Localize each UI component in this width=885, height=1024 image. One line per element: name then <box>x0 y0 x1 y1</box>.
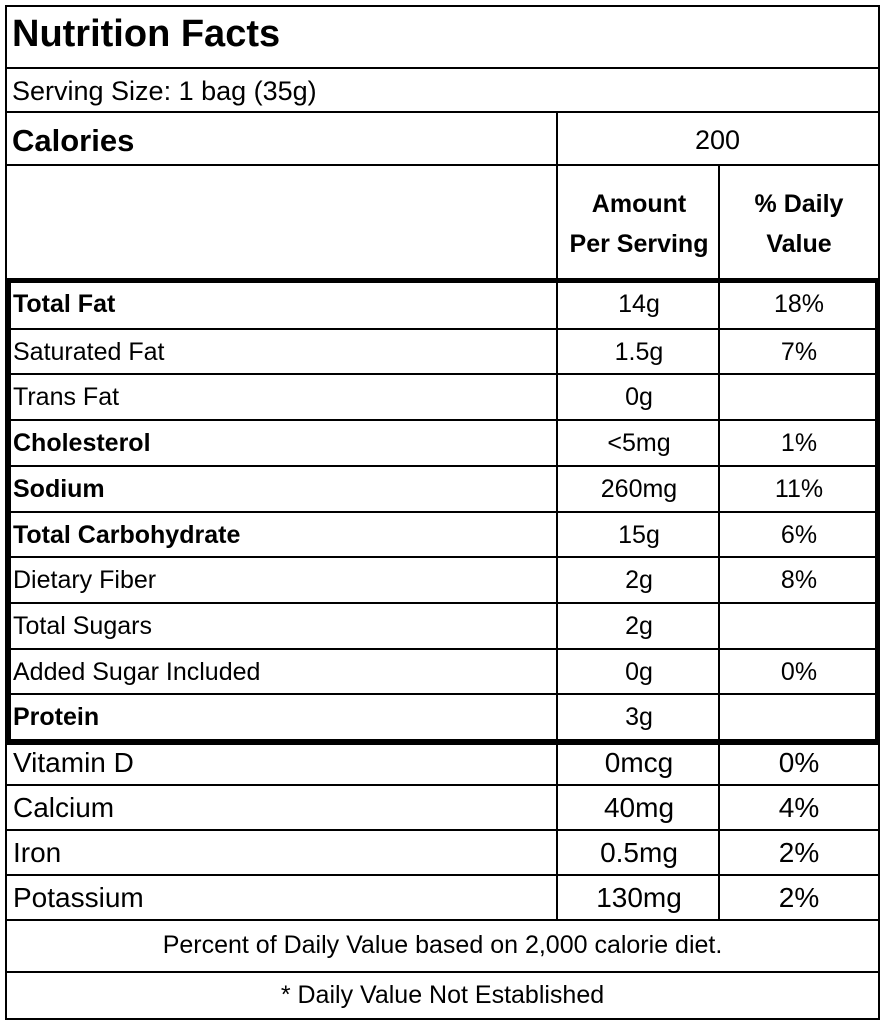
nutrient-name: Calcium <box>13 792 115 823</box>
nutrient-name: Iron <box>13 837 62 868</box>
nutrient-daily-value: 6% <box>780 520 818 549</box>
nutrient-box-border <box>7 278 880 745</box>
calories-divider <box>556 113 558 166</box>
nutrient-name: Cholesterol <box>13 429 151 458</box>
nutrient-amount: 40mg <box>603 792 675 823</box>
nutrient-row: Protein 3g <box>7 693 878 739</box>
footnote-daily-value-text: Percent of Daily Value based on 2,000 ca… <box>162 931 723 959</box>
nutrient-amount: 1.5g <box>614 337 664 366</box>
calories-value: 200 <box>694 125 741 155</box>
nutrient-name: Protein <box>13 703 100 732</box>
nutrient-daily-value: 8% <box>780 566 818 595</box>
amount-header-line1: Amount <box>591 190 687 218</box>
nutrient-name: Total Carbohydrate <box>13 520 241 549</box>
nutrient-row: Trans Fat 0g <box>7 373 878 419</box>
nutrient-amount: 3g <box>625 703 653 732</box>
nutrient-daily-value: 4% <box>778 792 820 823</box>
serving-size: Serving Size: 1 bag (35g) <box>12 76 317 106</box>
nutrient-row: Added Sugar Included 0g 0% <box>7 647 878 694</box>
nutrient-amount: 0g <box>625 383 653 412</box>
nutrition-label: Nutrition Facts Serving Size: 1 bag (35g… <box>5 5 880 1020</box>
nutrient-name: Sodium <box>13 474 105 503</box>
nutrient-amount: 0.5mg <box>600 837 678 868</box>
nutrient-amount: 2g <box>625 566 653 595</box>
amount-column-divider <box>556 166 558 921</box>
nutrient-amount: <5mg <box>607 429 671 458</box>
nutrient-amount: 0g <box>625 657 653 686</box>
dv-column-divider <box>718 166 720 921</box>
amount-per-serving-header: Amount Per Serving <box>558 184 720 264</box>
dv-header-line2: Value <box>766 230 832 258</box>
nutrient-daily-value: 18% <box>773 290 825 318</box>
nutrient-name: Total Fat <box>13 290 116 318</box>
dv-header-line1: % Daily <box>754 190 844 218</box>
calories-row: Calories 200 <box>7 113 878 166</box>
amount-header-line2: Per Serving <box>569 230 709 258</box>
nutrient-name: Potassium <box>13 882 144 913</box>
vitamin-row: Vitamin D 0mcg 0% <box>7 739 878 784</box>
nutrient-amount: 260mg <box>600 474 678 503</box>
nutrient-name: Trans Fat <box>13 383 120 412</box>
vitamin-row: Calcium 40mg 4% <box>7 784 878 829</box>
label-title: Nutrition Facts <box>12 13 281 55</box>
nutrient-amount: 130mg <box>596 882 682 913</box>
nutrient-daily-value: 2% <box>778 837 820 868</box>
nutrient-row: Dietary Fiber 2g 8% <box>7 556 878 602</box>
nutrient-row: Cholesterol <5mg 1% <box>7 419 878 465</box>
nutrient-amount: 14g <box>618 290 660 318</box>
nutrient-daily-value: 0% <box>780 657 818 686</box>
nutrient-row: Total Carbohydrate 15g 6% <box>7 510 878 557</box>
nutrient-daily-value: 0% <box>778 747 820 778</box>
nutrient-amount: 0mcg <box>604 747 674 778</box>
footnote-not-established-text: * Daily Value Not Established <box>280 981 605 1009</box>
nutrient-name: Saturated Fat <box>13 337 165 366</box>
footnote-not-established: * Daily Value Not Established <box>7 971 878 1018</box>
nutrient-daily-value: 7% <box>780 337 818 366</box>
nutrient-amount: 2g <box>625 611 653 640</box>
nutrient-name: Total Sugars <box>13 611 152 640</box>
daily-value-header: % Daily Value <box>720 184 878 264</box>
nutrient-row: Sodium 260mg 11% <box>7 464 878 511</box>
nutrient-daily-value: 1% <box>780 429 818 458</box>
nutrient-name: Added Sugar Included <box>13 657 261 686</box>
nutrient-daily-value: 2% <box>778 882 820 913</box>
calories-label: Calories <box>12 123 135 158</box>
nutrient-amount: 15g <box>618 520 660 549</box>
footnote-daily-value: Percent of Daily Value based on 2,000 ca… <box>7 919 878 971</box>
serving-size-row: Serving Size: 1 bag (35g) <box>7 69 878 113</box>
nutrient-name: Vitamin D <box>13 747 134 778</box>
nutrient-row: Total Fat 14g 18% <box>7 282 878 328</box>
title-row: Nutrition Facts <box>7 7 878 69</box>
nutrient-name: Dietary Fiber <box>13 566 157 595</box>
nutrient-row: Total Sugars 2g <box>7 601 878 648</box>
nutrient-daily-value: 11% <box>774 474 824 503</box>
column-header-row: Amount Per Serving % Daily Value <box>7 166 878 280</box>
vitamin-row: Iron 0.5mg 2% <box>7 829 878 874</box>
vitamin-row: Potassium 130mg 2% <box>7 874 878 919</box>
nutrient-row: Saturated Fat 1.5g 7% <box>7 327 878 374</box>
